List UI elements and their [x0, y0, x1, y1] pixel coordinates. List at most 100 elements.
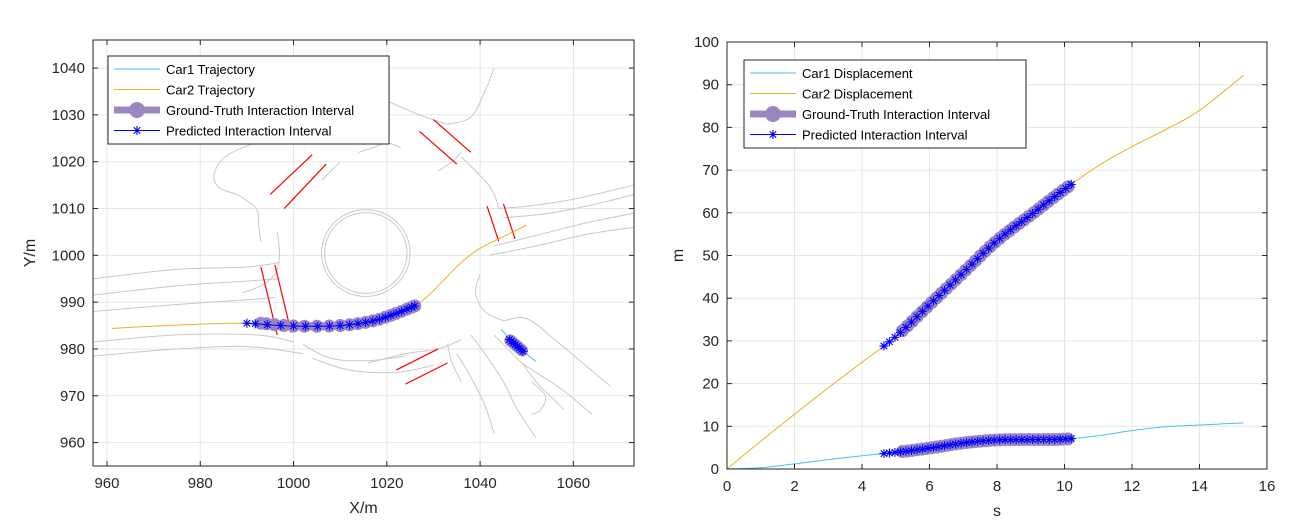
car1-pred-interval-marker — [1039, 435, 1049, 445]
car2-pred-interval-marker — [374, 314, 384, 324]
legend-marker-sample — [129, 102, 145, 118]
car2-pred-interval-marker — [386, 310, 396, 320]
lane-line — [242, 231, 281, 294]
car2-pred-interval-marker — [989, 238, 999, 248]
crosswalk-line — [486, 205, 500, 242]
y-tick-label: 1000 — [52, 247, 85, 264]
lane-line — [446, 344, 462, 382]
legend-label: Ground-Truth Interaction Interval — [166, 103, 354, 118]
lane-line — [93, 297, 275, 312]
y-axis-label: Y/m — [22, 239, 39, 267]
car2-pred-interval-marker — [1061, 183, 1071, 193]
legend-marker-sample — [768, 130, 778, 139]
car2-pred-interval-marker — [1050, 192, 1060, 202]
lane-line — [493, 212, 634, 247]
y-tick-label: 80 — [702, 119, 719, 136]
car2-pred-interval-marker — [995, 233, 1005, 243]
car2-pred-interval-marker — [368, 316, 378, 326]
legend-label: Car2 Trajectory — [166, 83, 255, 98]
lane-line — [93, 261, 280, 280]
crosswalk-line — [395, 348, 439, 371]
car2-pred-interval-marker — [1066, 179, 1076, 189]
car2-pred-interval-marker — [962, 264, 972, 274]
car2-pred-interval-marker — [973, 254, 983, 264]
car2-pred-interval-marker — [895, 327, 905, 337]
car1-pred-interval-marker — [1028, 435, 1038, 445]
y-tick-label: 30 — [702, 333, 719, 350]
y-axis-label: m — [670, 249, 687, 262]
y-tick-label: 40 — [702, 290, 719, 307]
y-tick-label: 1020 — [52, 154, 85, 171]
y-tick-label: 980 — [60, 341, 85, 358]
lane-line — [470, 334, 537, 439]
car1-pred-interval-marker — [984, 435, 994, 445]
y-tick-label: 70 — [702, 162, 719, 179]
y-tick-label: 20 — [702, 376, 719, 393]
lane-line — [321, 161, 341, 181]
x-tick-label: 8 — [993, 478, 1001, 495]
car2-pred-interval-marker — [884, 337, 894, 347]
legend-label: Car1 Trajectory — [166, 62, 255, 77]
car2-pred-interval-marker — [890, 332, 900, 342]
car2-pred-interval-marker — [906, 317, 916, 327]
y-tick-label: 1010 — [52, 201, 85, 218]
car2-pred-interval-marker — [1017, 217, 1027, 227]
car1-pred-interval-marker — [901, 446, 911, 456]
legend-marker-sample — [132, 126, 142, 135]
y-tick-label: 960 — [60, 435, 85, 452]
car2-pred-interval-marker — [1055, 187, 1065, 197]
car2-pred-interval-marker — [361, 317, 371, 327]
x-tick-label: 14 — [1191, 478, 1208, 495]
lane-line — [93, 333, 294, 343]
lane-line — [368, 339, 462, 364]
y-tick-label: 60 — [702, 205, 719, 222]
car2-pred-interval-marker — [1022, 213, 1032, 223]
car1-pred-interval-marker — [973, 436, 983, 446]
car1-pred-interval-marker — [1061, 434, 1071, 444]
x-tick-label: 1000 — [277, 475, 310, 492]
car2-pred-interval-marker — [967, 259, 977, 269]
legend-marker-sample — [765, 106, 781, 122]
car2-pred-interval-marker — [242, 318, 252, 328]
car2-pred-interval-marker — [923, 301, 933, 311]
car1-pred-interval-marker — [912, 445, 922, 455]
car2-pred-interval-marker — [410, 301, 420, 311]
car2-pred-interval-marker — [276, 320, 286, 330]
legend-label: Car1 Displacement — [802, 66, 913, 81]
lane-line — [447, 67, 495, 125]
car2-pred-interval-marker — [250, 319, 260, 329]
y-tick-label: 990 — [60, 294, 85, 311]
car2-pred-interval-marker — [345, 320, 355, 330]
car2-pred-interval-marker — [929, 296, 939, 306]
lane-line — [456, 353, 495, 434]
lane-line — [503, 194, 634, 219]
car1-pred-interval-marker — [890, 447, 900, 457]
x-tick-label: 6 — [925, 478, 933, 495]
x-tick-label: 1020 — [370, 475, 403, 492]
y-tick-label: 50 — [702, 248, 719, 265]
car1-pred-interval-marker — [884, 448, 894, 458]
car2-pred-interval-marker — [1044, 196, 1054, 206]
y-tick-label: 1030 — [52, 107, 85, 124]
car2-pred-interval-marker — [262, 320, 272, 330]
y-tick-label: 970 — [60, 388, 85, 405]
car2-pred-interval-marker — [402, 304, 412, 314]
car1-pred-interval-marker — [879, 449, 889, 459]
car1-pred-interval-marker — [1044, 435, 1054, 445]
axes-box — [92, 39, 635, 467]
car1-pred-interval-marker — [962, 438, 972, 448]
right-subplot: 0 2 4 6 8 10 12 14 16 0 10 20 30 40 50 60 70 80 90 100 s m Car… — [670, 34, 1275, 520]
car2-pred-interval-marker — [353, 319, 363, 329]
plot-content — [93, 67, 634, 439]
x-tick-label: 1060 — [557, 475, 590, 492]
y-tick-label: 1040 — [52, 60, 85, 77]
car2-pred-interval-marker — [335, 321, 345, 331]
x-tick-label: 16 — [1259, 478, 1276, 495]
legend-label: Predicted Interaction Interval — [802, 128, 968, 143]
lane-line — [312, 357, 434, 374]
x-tick-label: 1040 — [463, 475, 496, 492]
car1-pred-interval-marker — [1022, 435, 1032, 445]
legend-label: Car2 Displacement — [802, 87, 913, 102]
x-tick-label: 980 — [188, 475, 213, 492]
